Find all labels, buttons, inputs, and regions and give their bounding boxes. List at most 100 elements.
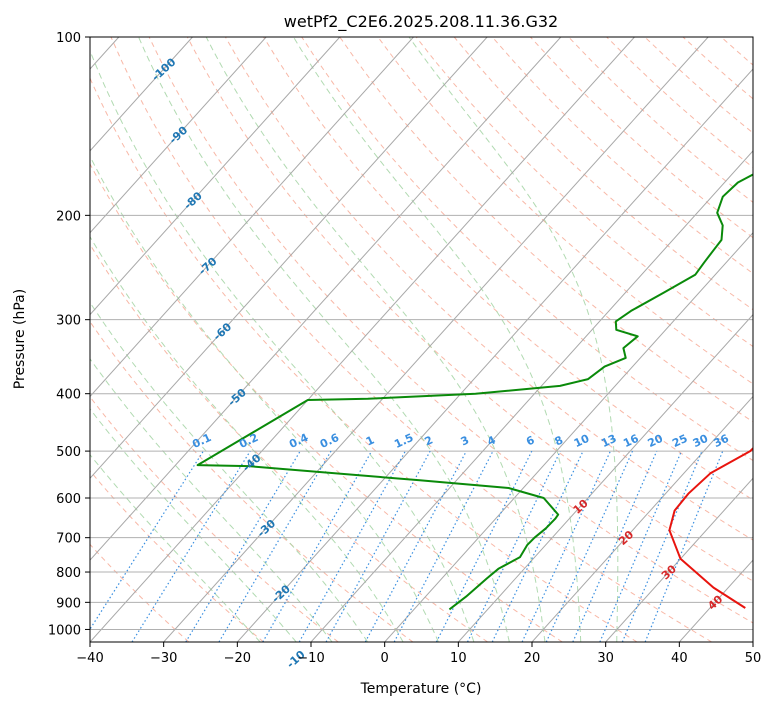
isotherm-line — [605, 477, 753, 642]
x-axis: −40 −30 −20 −10 0 10 20 30 40 50 — [76, 642, 761, 666]
mixing-ratio-line — [644, 450, 724, 642]
y-axis-label: Pressure (hPa) — [12, 289, 28, 389]
dry-adiabat — [682, 37, 753, 100]
moist-adiabat — [205, 37, 546, 642]
isotherm-line — [310, 150, 753, 642]
sounding-series — [196, 173, 753, 611]
dry-adiabat — [644, 37, 753, 134]
plot-frame — [89, 36, 754, 643]
mixing-ratio-line — [572, 450, 658, 642]
y-tick-label: 400 — [56, 388, 81, 403]
x-tick-label: −10 — [297, 651, 324, 666]
isotherm-line — [163, 37, 709, 642]
mixing-ratio-label: 0.1 — [190, 431, 213, 451]
grid — [90, 37, 753, 642]
mixing-ratio-label: 30 — [691, 432, 711, 450]
x-tick-label: 30 — [597, 651, 614, 666]
dry-adiabat — [568, 37, 753, 203]
mixing-ratio-line — [521, 450, 611, 642]
moist-adiabat — [138, 37, 510, 642]
y-tick-label: 800 — [56, 566, 81, 581]
mixing-ratio-line — [218, 450, 332, 642]
mixing-ratio-line — [466, 450, 561, 642]
mixing-ratio-line — [262, 450, 373, 642]
isotherm-line — [90, 37, 193, 152]
mixing-ratio-label: 16 — [621, 432, 641, 450]
mixing-ratio-line — [90, 450, 204, 631]
mixing-ratio-label: 0.2 — [237, 431, 260, 451]
mixing-ratio-label: 1 — [364, 433, 376, 448]
y-axis: 100 200 300 400 500 600 700 800 900 1000 — [48, 31, 90, 638]
moist-adiabat — [90, 408, 297, 642]
mixing-ratio-line — [545, 450, 634, 642]
x-tick-label: 40 — [671, 651, 688, 666]
dry-adiabat — [301, 37, 753, 462]
moist-adiabat — [90, 301, 369, 642]
y-tick-label: 900 — [56, 596, 81, 611]
y-tick-label: 1000 — [48, 623, 81, 638]
moist-adiabat — [90, 235, 404, 642]
moist-adiabat — [90, 358, 333, 642]
mixing-ratio-label: 20 — [646, 432, 666, 450]
isotherm-line — [90, 37, 562, 561]
dry-adiabat — [606, 37, 753, 169]
dry-adiabat — [90, 396, 339, 642]
isotherm-line — [90, 37, 488, 480]
mixing-ratio-label: 36 — [712, 432, 732, 450]
background-lines — [90, 37, 753, 642]
y-tick-label: 600 — [56, 492, 81, 507]
isotherm-line — [90, 37, 414, 398]
isotherm-line — [457, 313, 753, 642]
mixing-ratio-line — [185, 450, 301, 642]
temperature-profile — [668, 447, 753, 609]
mixing-ratio-label: 6 — [524, 433, 537, 448]
moist-adiabat — [408, 37, 619, 642]
dry-adiabat — [90, 470, 264, 642]
dry-adiabat — [224, 37, 753, 541]
dry-adiabat — [90, 243, 488, 642]
mixing-ratio-line — [491, 450, 584, 642]
mixing-ratio-label: 25 — [670, 432, 689, 450]
isotherm-line — [90, 37, 267, 234]
mixing-ratio-line — [325, 450, 431, 642]
dry-adiabat — [148, 37, 753, 624]
isotherm-line — [236, 68, 753, 642]
isotherm-line — [678, 559, 753, 642]
dewpoint-profile — [196, 173, 753, 611]
dry-adiabat — [90, 162, 563, 642]
x-axis-label: Temperature (°C) — [360, 681, 482, 697]
x-tick-label: 20 — [524, 651, 541, 666]
dry-adiabat — [415, 37, 753, 348]
mixing-ratio-label: 13 — [599, 432, 618, 450]
dry-adiabat — [453, 37, 753, 311]
dry-adiabat — [263, 37, 753, 501]
x-tick-label: 10 — [450, 651, 467, 666]
mixing-ratio-label: 2 — [423, 433, 435, 448]
line-labels: 0.1 0.2 0.4 0.6 1 1.5 2 3 4 6 8 10 13 16 20 25 30 36-100-… — [149, 55, 732, 671]
isotherm-line — [90, 37, 635, 642]
isotherm-line — [384, 231, 753, 642]
mixing-ratio-label: 8 — [553, 433, 565, 448]
dry-adiabat — [530, 37, 753, 239]
dry-adiabat — [90, 320, 414, 642]
isotherm-label: -100 — [149, 55, 178, 83]
dry-adiabat — [186, 37, 753, 582]
x-tick-label: −30 — [150, 651, 177, 666]
mixing-ratio-line — [298, 450, 406, 642]
mixing-ratio-label: 0.4 — [287, 431, 310, 451]
moist-adiabat — [90, 453, 261, 642]
isotherm-line — [531, 395, 753, 642]
dry-adiabat — [720, 37, 753, 66]
chart-title: wetPf2_C2E6.2025.208.11.36.G32 — [284, 12, 558, 32]
mixing-ratio-line — [131, 450, 251, 642]
mixing-ratio-line — [599, 450, 682, 642]
y-tick-label: 200 — [56, 209, 81, 224]
isotherm-line — [752, 641, 753, 642]
x-tick-label: −40 — [76, 651, 103, 666]
dry-adiabat — [110, 37, 712, 642]
dry-adiabat — [90, 76, 638, 642]
y-tick-label: 300 — [56, 314, 81, 329]
x-tick-label: −20 — [224, 651, 251, 666]
moist-adiabat — [293, 37, 582, 642]
